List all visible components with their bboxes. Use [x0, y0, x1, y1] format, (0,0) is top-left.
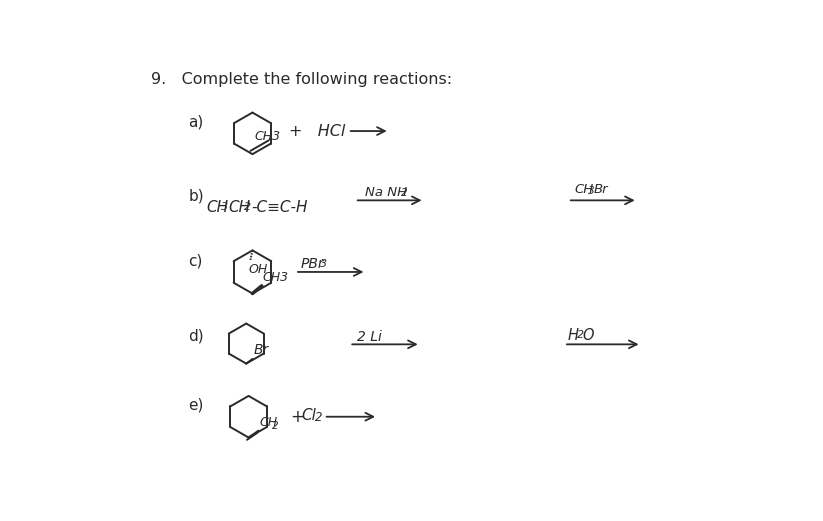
Text: a): a)	[188, 114, 203, 129]
Text: Br: Br	[593, 183, 608, 196]
Text: b): b)	[188, 188, 204, 203]
Text: 2: 2	[272, 421, 278, 431]
Text: 2: 2	[244, 202, 251, 212]
Text: H: H	[568, 328, 579, 343]
Text: CH3: CH3	[263, 271, 289, 284]
Text: CH3: CH3	[254, 130, 280, 143]
Text: -C≡C-H: -C≡C-H	[251, 200, 308, 215]
Text: 2: 2	[577, 330, 584, 341]
Text: 3: 3	[320, 259, 327, 269]
Text: Br: Br	[253, 343, 268, 357]
Text: 2: 2	[402, 188, 408, 198]
Text: +: +	[291, 408, 305, 426]
Text: Na NH: Na NH	[365, 185, 407, 199]
Text: d): d)	[188, 328, 204, 343]
Text: 2 Li: 2 Li	[357, 330, 382, 344]
Text: PBr: PBr	[300, 256, 324, 270]
Text: OH: OH	[249, 263, 267, 276]
Text: CH: CH	[259, 416, 277, 429]
Text: e): e)	[188, 398, 203, 413]
Text: CH: CH	[574, 183, 593, 196]
Text: 3: 3	[221, 202, 229, 212]
Text: +   HCl: + HCl	[289, 124, 346, 139]
Text: c): c)	[188, 254, 202, 268]
Text: 3: 3	[588, 185, 595, 196]
Text: O: O	[583, 328, 594, 343]
Text: CH: CH	[229, 200, 250, 215]
Text: 9.   Complete the following reactions:: 9. Complete the following reactions:	[151, 72, 452, 87]
Text: Cl: Cl	[301, 408, 316, 423]
Text: CH: CH	[206, 200, 228, 215]
Text: 2: 2	[315, 412, 323, 424]
